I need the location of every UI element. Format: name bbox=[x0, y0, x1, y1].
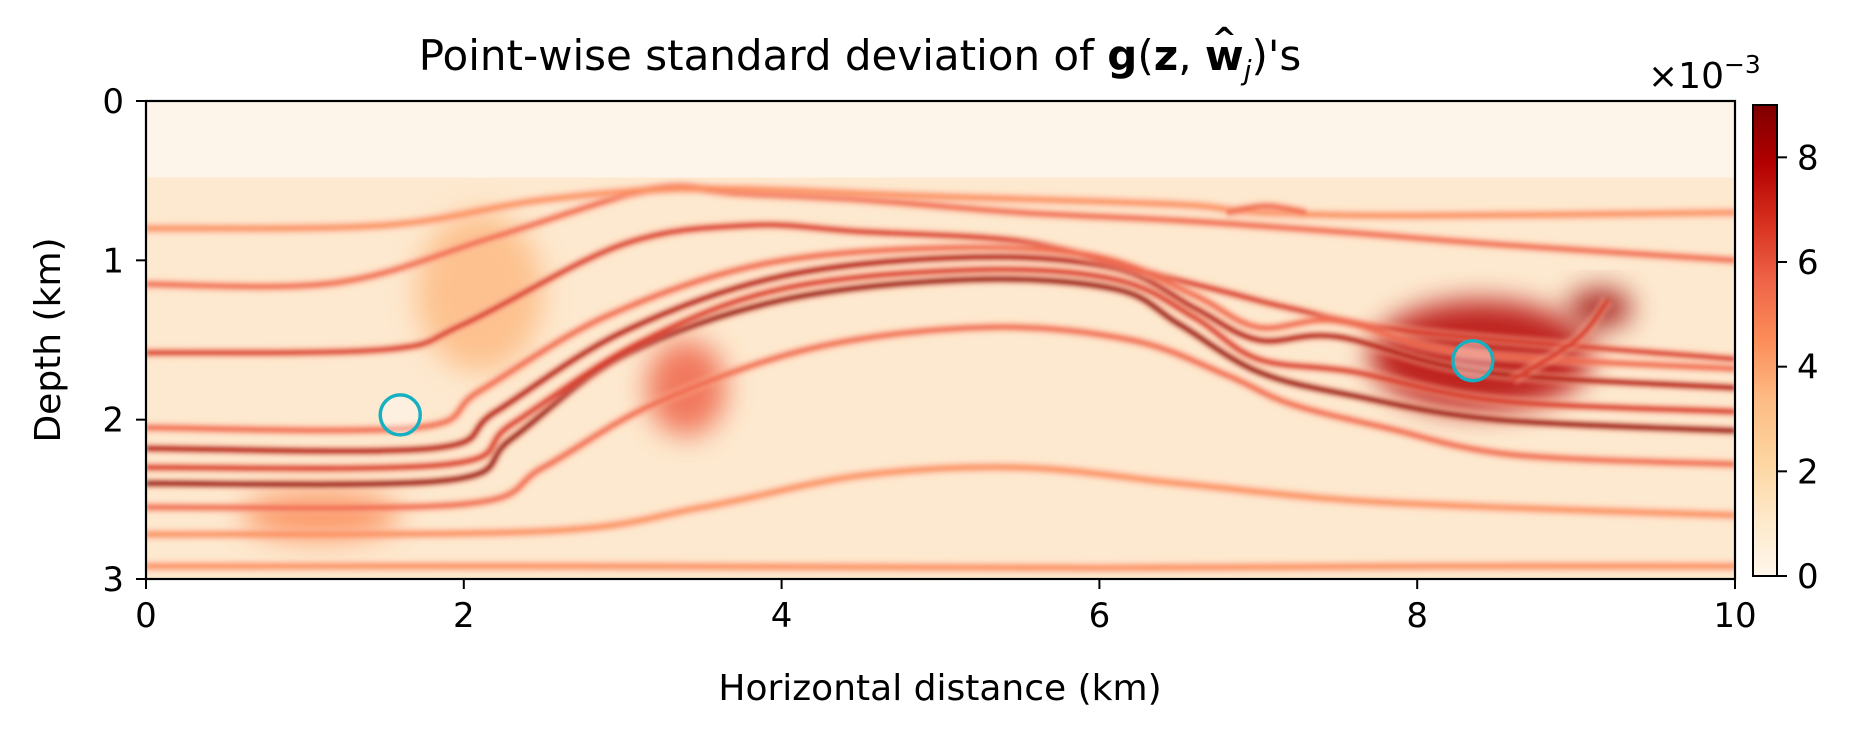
colorbar-tick-label: 6 bbox=[1797, 243, 1819, 283]
colorbar-tick-label: 8 bbox=[1797, 138, 1819, 178]
reflector-2 bbox=[146, 266, 1735, 472]
reflector-5 bbox=[146, 324, 1735, 511]
y-tick-label: 2 bbox=[102, 401, 124, 441]
colorbar bbox=[1752, 104, 1778, 577]
heatmap-area bbox=[146, 101, 1735, 579]
x-tick-label: 8 bbox=[1406, 596, 1428, 636]
x-tick-label: 10 bbox=[1713, 596, 1756, 636]
x-tick-label: 4 bbox=[771, 596, 793, 636]
x-axis-label: Horizontal distance (km) bbox=[718, 668, 1161, 709]
colorbar-tick-label: 4 bbox=[1797, 348, 1819, 388]
colorbar-ticks: 0 2 4 6 8 bbox=[1777, 138, 1819, 597]
y-axis: 0 1 2 3 bbox=[102, 82, 146, 600]
marker-right bbox=[1451, 338, 1495, 383]
x-axis: 0 2 4 6 8 10 bbox=[135, 579, 1757, 636]
reflector-11 bbox=[1511, 298, 1611, 383]
reflector-10 bbox=[1226, 203, 1307, 216]
y-tick-label: 1 bbox=[102, 241, 124, 281]
x-tick-label: 0 bbox=[135, 596, 157, 636]
reflector-0 bbox=[146, 276, 1735, 488]
y-tick-label: 3 bbox=[102, 560, 124, 600]
x-tick-label: 2 bbox=[453, 596, 475, 636]
chart-title: Point-wise standard deviation of g(z, wj… bbox=[419, 31, 1302, 87]
marker-left bbox=[378, 393, 422, 437]
reflector-7 bbox=[146, 186, 1735, 231]
reflector-9 bbox=[146, 563, 1735, 571]
reflector-4 bbox=[146, 183, 1735, 290]
colorbar-tick-label: 0 bbox=[1797, 557, 1819, 597]
title-hat: ^ bbox=[1212, 22, 1237, 57]
reflector-1 bbox=[146, 254, 1735, 454]
reflector-6 bbox=[146, 244, 1735, 433]
y-axis-label: Depth (km) bbox=[28, 237, 69, 442]
water-layer bbox=[146, 101, 1735, 178]
colorbar-tick-label: 2 bbox=[1797, 452, 1819, 492]
colorbar-scale: ×10−3 bbox=[1648, 50, 1761, 97]
reflector-8 bbox=[146, 464, 1735, 537]
reflector-layer bbox=[146, 180, 1735, 574]
marker-layer bbox=[378, 338, 1495, 437]
y-tick-label: 0 bbox=[102, 82, 124, 122]
plot-frame bbox=[144, 99, 1737, 581]
x-tick-label: 6 bbox=[1089, 596, 1111, 636]
